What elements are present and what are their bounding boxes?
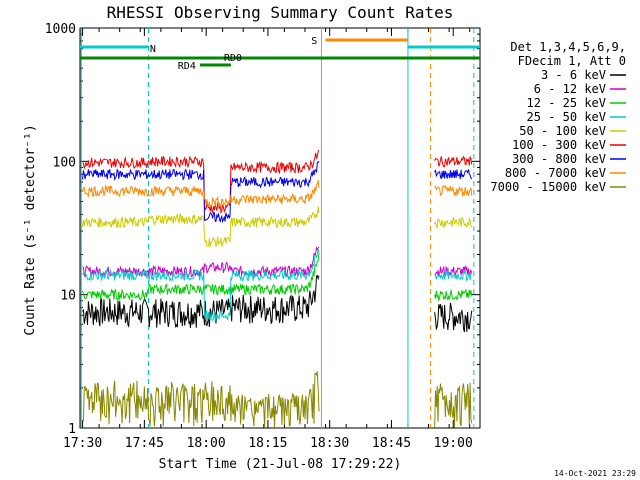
timestamp: 14-Oct-2021 23:29 [554, 469, 636, 478]
chart-title: RHESSI Observing Summary Count Rates [107, 3, 454, 22]
series-line [434, 288, 473, 302]
series-line [82, 371, 320, 429]
flag-label-n: N [150, 44, 156, 55]
x-tick-label: 18:30 [310, 436, 349, 451]
series-line [434, 216, 473, 229]
series-line [82, 149, 320, 215]
x-tick-label: 18:15 [248, 436, 287, 451]
y-tick-label: 1 [68, 422, 76, 437]
series-line [434, 169, 473, 180]
flag-label-rd0: RD0 [224, 53, 242, 64]
legend-label: 7000 - 15000 keV [490, 180, 606, 194]
plot-frame [79, 27, 481, 429]
series-line [434, 264, 473, 277]
x-tick-label: 17:45 [125, 436, 164, 451]
legend-header: FDecim 1, Att 0 [518, 54, 626, 68]
legend-label: 50 - 100 keV [519, 124, 606, 138]
y-tick-label: 10 [60, 289, 76, 304]
x-axis-label: Start Time (21-Jul-08 17:29:22) [159, 457, 402, 472]
y-axis-label: Count Rate (s⁻¹ detector⁻¹) [23, 124, 38, 335]
series-line [434, 270, 473, 282]
series-line [82, 247, 320, 322]
x-tick-label: 18:45 [372, 436, 411, 451]
legend-label: 300 - 800 keV [512, 152, 606, 166]
legend-label: 100 - 300 keV [512, 138, 606, 152]
flag-label-s: S [311, 36, 317, 47]
series-line [82, 206, 320, 247]
legend-label: 25 - 50 keV [527, 110, 606, 124]
series-line [82, 252, 320, 302]
y-tick-label: 1000 [45, 22, 76, 37]
series-line [434, 302, 473, 333]
series-line [434, 184, 473, 197]
plot-area: 1 10 100 1000 17:30 17:45 18:00 18:15 18:30 18:45… [45, 22, 481, 451]
series-line [82, 160, 320, 224]
y-tick-label: 100 [53, 155, 76, 170]
series-line [82, 180, 320, 208]
legend-label: 800 - 7000 keV [505, 166, 606, 180]
x-tick-label: 18:00 [187, 436, 226, 451]
x-tick-label: 17:30 [63, 436, 102, 451]
series-line [434, 155, 473, 168]
legend-label: 3 - 6 keV [541, 68, 606, 82]
legend: Det 1,3,4,5,6,9, FDecim 1, Att 0 3 - 6 k… [490, 40, 626, 194]
x-tick-label: 19:00 [434, 436, 473, 451]
legend-label: 6 - 12 keV [534, 82, 606, 96]
series-line [434, 382, 473, 428]
series-line [82, 274, 320, 329]
legend-label: 12 - 25 keV [527, 96, 606, 110]
legend-header: Det 1,3,4,5,6,9, [510, 40, 626, 54]
flag-label-rd4: RD4 [178, 61, 196, 72]
